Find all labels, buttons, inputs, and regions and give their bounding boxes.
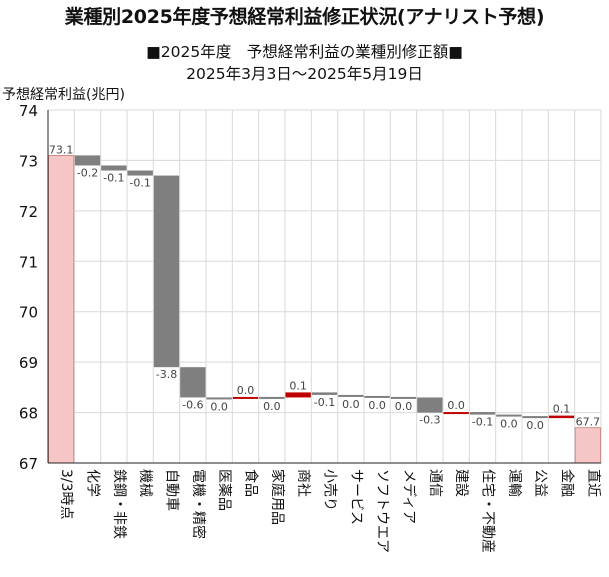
data-label-金融: 0.1 (553, 403, 571, 416)
data-label-end: 67.7 (576, 416, 601, 429)
x-tick-label: ソフトウエア (374, 469, 390, 553)
bar-自動車 (153, 175, 180, 368)
y-tick-label: 72 (19, 203, 38, 221)
x-tick-label: 家庭用品 (269, 469, 286, 525)
x-tick-label: 自動車 (164, 469, 181, 511)
data-label-化学: -0.2 (77, 166, 98, 179)
y-axis-label: 予想経常利益(兆円) (2, 87, 125, 103)
bar-メディア (390, 396, 417, 399)
bar-化学 (74, 155, 101, 166)
data-label-医薬品: 0.0 (210, 400, 228, 413)
x-tick-label: サービス (348, 469, 364, 525)
y-tick-label: 70 (19, 304, 38, 322)
x-tick-label: 住宅・不動産 (480, 469, 496, 553)
chart-title: 業種別2025年度予想経常利益修正状況(アナリスト予想) (64, 6, 545, 28)
data-label-小売り: -0.1 (314, 396, 335, 409)
x-tick-label: 運輸 (506, 469, 522, 497)
y-tick-label: 68 (19, 405, 38, 423)
bar-ソフトウエア (364, 395, 390, 398)
data-label-機械: -0.1 (129, 177, 150, 190)
chart-date-range: 2025年3月3日～2025年5月19日 (186, 65, 423, 83)
bar-家庭用品 (259, 396, 285, 399)
bar-運輸 (496, 414, 522, 417)
x-tick-label: 電機・精密 (190, 469, 207, 539)
x-tick-label: 通信 (427, 469, 443, 497)
x-tick-label: 公益 (532, 469, 548, 497)
data-label-鉄鋼・非鉄: -0.1 (103, 172, 124, 185)
x-tick-label: 小売り (322, 469, 338, 511)
x-tick-label: メディア (401, 469, 418, 524)
data-label-サービス: 0.0 (342, 398, 360, 411)
x-tick-label: 3/3時点 (58, 469, 74, 520)
x-tick-label: 鉄鋼・非鉄 (111, 469, 127, 539)
bar-通信 (417, 397, 443, 413)
bar-電機・精密 (180, 367, 206, 398)
y-tick-label: 74 (19, 102, 38, 120)
bar-金融 (548, 415, 575, 419)
data-label-start: 73.1 (49, 143, 74, 156)
data-label-食品: 0.0 (237, 384, 255, 397)
data-label-メディア: 0.0 (395, 400, 413, 413)
data-label-商社: 0.1 (289, 379, 307, 392)
x-tick-label: 建設 (453, 469, 469, 497)
bar-サービス (338, 394, 364, 397)
bar-end (574, 427, 601, 464)
y-tick-label: 69 (19, 354, 38, 372)
y-tick-label: 73 (19, 152, 38, 170)
chart-subtitle: ■2025年度 予想経常利益の業種別修正額■ (146, 43, 463, 61)
x-tick-label: 食品 (243, 469, 260, 497)
x-tick-label: 金融 (559, 469, 575, 497)
bar-公益 (522, 416, 548, 419)
bar-機械 (127, 170, 153, 176)
x-tick-label: 直近 (585, 469, 602, 497)
data-label-公益: 0.0 (526, 419, 544, 432)
data-label-電機・精密: -0.6 (182, 398, 203, 411)
data-label-通信: -0.3 (419, 414, 440, 427)
bar-食品 (232, 396, 259, 399)
bar-小売り (311, 392, 338, 395)
bar-医薬品 (206, 397, 232, 400)
bar-商社 (285, 392, 311, 398)
x-tick-label: 機械 (137, 469, 153, 497)
x-tick-label: 医薬品 (216, 469, 232, 511)
bar-住宅・不動産 (469, 412, 496, 415)
y-tick-label: 71 (19, 253, 38, 271)
x-tick-label: 化学 (85, 469, 101, 497)
data-label-運輸: 0.0 (500, 418, 518, 431)
data-label-自動車: -3.8 (156, 368, 177, 381)
bar-建設 (443, 412, 469, 415)
bar-鉄鋼・非鉄 (101, 165, 127, 171)
data-label-住宅・不動産: -0.1 (472, 416, 493, 429)
y-tick-label: 67 (19, 455, 38, 473)
x-tick-label: 商社 (295, 469, 311, 497)
data-label-家庭用品: 0.0 (263, 400, 281, 413)
bar-start (48, 154, 75, 464)
data-label-建設: 0.0 (447, 399, 465, 412)
data-label-ソフトウエア: 0.0 (368, 399, 386, 412)
